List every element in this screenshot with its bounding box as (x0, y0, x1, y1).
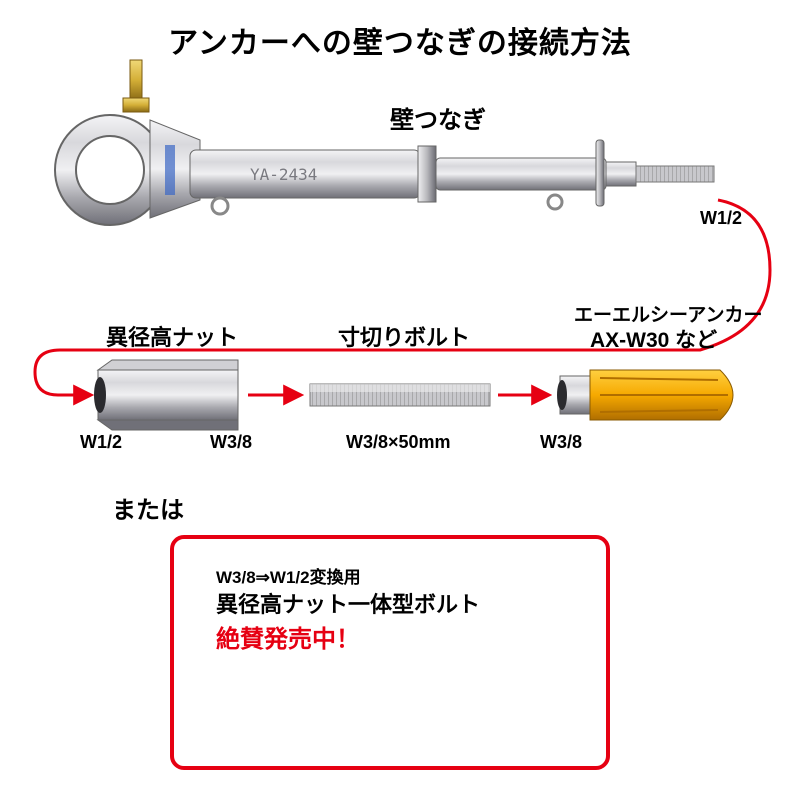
promo-box: W3/8⇒W1/2変換用 異径高ナット一体型ボルト 絶賛発売中！ (170, 535, 610, 770)
anchor-label-2: AX-W30 など (590, 324, 717, 354)
nut-label: 異径高ナット (106, 320, 238, 352)
walltie-thread-label: W1/2 (700, 208, 742, 229)
threaded-rod-graphic (310, 384, 490, 406)
reducer-nut-graphic (94, 360, 238, 430)
walltie-graphic: YA-2434 (55, 60, 714, 225)
bolt-label: 寸切りボルト (338, 320, 470, 352)
bolt-size: W3/8×50mm (346, 432, 451, 453)
page-title: アンカーへの壁つなぎの接続方法 (0, 18, 800, 62)
nut-left-thread: W1/2 (80, 432, 122, 453)
walltie-label: 壁つなぎ (390, 100, 486, 135)
nut-right-thread: W3/8 (210, 432, 252, 453)
promo-line2: 異径高ナット一体型ボルト (216, 587, 480, 619)
promo-line3: 絶賛発売中！ (216, 619, 360, 654)
anchor-label-1: エーエルシーアンカー (574, 300, 762, 327)
svg-text:YA-2434: YA-2434 (250, 165, 317, 184)
alc-anchor-graphic (557, 370, 733, 420)
anchor-left-thread: W3/8 (540, 432, 582, 453)
promo-line1: W3/8⇒W1/2変換用 (216, 563, 361, 588)
or-label: または (112, 490, 184, 525)
